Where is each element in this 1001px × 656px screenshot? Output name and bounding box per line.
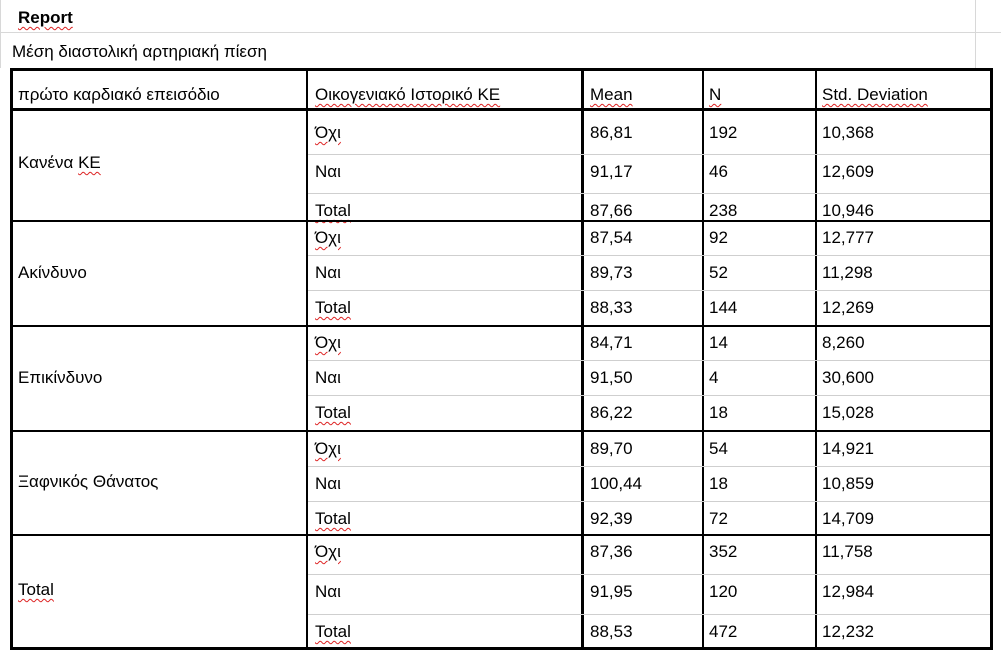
column-divider: [581, 71, 584, 647]
std-deviation-cell: 12,609: [822, 162, 874, 181]
family-history-cell: Total: [315, 403, 351, 422]
std-deviation-cell: 15,028: [822, 403, 874, 422]
family-history-cell: Ναι: [315, 474, 341, 493]
header-divider: [13, 108, 990, 111]
std-deviation-cell: 10,368: [822, 123, 874, 142]
family-history-cell: Total: [315, 201, 351, 220]
column-divider: [702, 71, 704, 647]
std-deviation-cell: 14,709: [822, 509, 874, 528]
row-divider: [308, 360, 990, 361]
row-divider: [308, 255, 990, 256]
family-history-cell: Όχι: [315, 439, 341, 458]
row-divider: [308, 395, 990, 396]
mean-cell: 87,54: [590, 228, 633, 247]
mean-cell: 89,73: [590, 263, 633, 282]
report-table: πρώτο καρδιακό επεισόδιο Οικογενιακό Ιστ…: [10, 68, 993, 650]
n-cell: 238: [709, 201, 738, 220]
n-cell: 92: [709, 228, 728, 247]
n-cell: 18: [709, 403, 728, 422]
std-deviation-cell: 11,298: [822, 263, 873, 282]
std-deviation-cell: 12,232: [822, 622, 874, 641]
family-history-cell: Total: [315, 509, 351, 528]
mean-cell: 91,17: [590, 162, 633, 181]
grid-line: [0, 0, 1, 68]
mean-cell: 84,71: [590, 333, 633, 352]
group-divider: [13, 534, 990, 536]
std-deviation-cell: 8,260: [822, 333, 865, 352]
family-history-cell: Όχι: [315, 123, 341, 142]
mean-cell: 100,44: [590, 474, 642, 493]
mean-cell: 88,53: [590, 622, 633, 641]
group-divider: [13, 220, 990, 222]
group-label: Ξαφνικός Θάνατος: [18, 472, 159, 491]
family-history-cell: Total: [315, 298, 351, 317]
row-divider: [308, 193, 990, 194]
n-cell: 120: [709, 582, 738, 601]
family-history-cell: Ναι: [315, 582, 341, 601]
n-cell: 4: [709, 368, 719, 387]
header-first-episode: πρώτο καρδιακό επεισόδιο: [18, 85, 220, 104]
family-history-cell: Όχι: [315, 228, 341, 247]
row-divider: [308, 501, 990, 502]
mean-cell: 92,39: [590, 509, 633, 528]
n-cell: 192: [709, 123, 738, 142]
mean-cell: 91,50: [590, 368, 633, 387]
family-history-cell: Ναι: [315, 263, 341, 282]
row-divider: [308, 290, 990, 291]
row-divider: [308, 154, 990, 155]
n-cell: 72: [709, 509, 728, 528]
family-history-cell: Total: [315, 622, 351, 641]
mean-cell: 87,66: [590, 201, 633, 220]
column-divider: [306, 71, 308, 647]
n-cell: 46: [709, 162, 728, 181]
header-mean: Mean: [590, 85, 633, 104]
group-label: Total: [18, 580, 54, 599]
group-label: Ακίνδυνο: [18, 262, 87, 282]
mean-cell: 86,22: [590, 403, 633, 422]
mean-cell: 89,70: [590, 439, 633, 458]
n-cell: 52: [709, 263, 728, 282]
group-divider: [13, 430, 990, 432]
mean-cell: 91,95: [590, 582, 633, 601]
group-label: Επικίνδυνο: [18, 367, 103, 387]
n-cell: 14: [709, 333, 728, 352]
family-history-cell: Όχι: [315, 542, 341, 561]
header-std-deviation: Std. Deviation: [822, 85, 928, 104]
column-divider: [815, 71, 817, 647]
n-cell: 472: [709, 622, 738, 641]
group-divider: [13, 325, 990, 327]
report-subtitle: Μέση διαστολική αρτηριακή πίεση: [12, 42, 267, 61]
group-label: Κανένα ΚΕ: [18, 153, 101, 172]
n-cell: 352: [709, 542, 738, 561]
n-cell: 18: [709, 474, 728, 493]
family-history-cell: Όχι: [315, 333, 341, 352]
row-divider: [308, 466, 990, 467]
header-n: N: [709, 85, 722, 104]
n-cell: 54: [709, 439, 728, 458]
report-title: Report: [18, 8, 73, 27]
std-deviation-cell: 12,984: [822, 582, 874, 601]
std-deviation-cell: 10,946: [822, 201, 874, 220]
row-divider: [308, 614, 990, 615]
std-deviation-cell: 10,859: [822, 474, 874, 493]
std-deviation-cell: 14,921: [822, 439, 874, 458]
mean-cell: 87,36: [590, 542, 633, 561]
std-deviation-cell: 12,269: [822, 298, 874, 317]
n-cell: 144: [709, 298, 738, 317]
mean-cell: 88,33: [590, 298, 633, 317]
grid-line: [975, 0, 976, 68]
family-history-cell: Ναι: [315, 368, 341, 387]
row-divider: [308, 574, 990, 575]
std-deviation-cell: 12,777: [822, 228, 874, 247]
grid-line: [0, 32, 1001, 33]
std-deviation-cell: 11,758: [822, 542, 873, 561]
mean-cell: 86,81: [590, 123, 633, 142]
header-family-history: Οικογενιακό Ιστορικό ΚΕ: [315, 85, 501, 104]
std-deviation-cell: 30,600: [822, 368, 874, 387]
family-history-cell: Ναι: [315, 162, 341, 181]
